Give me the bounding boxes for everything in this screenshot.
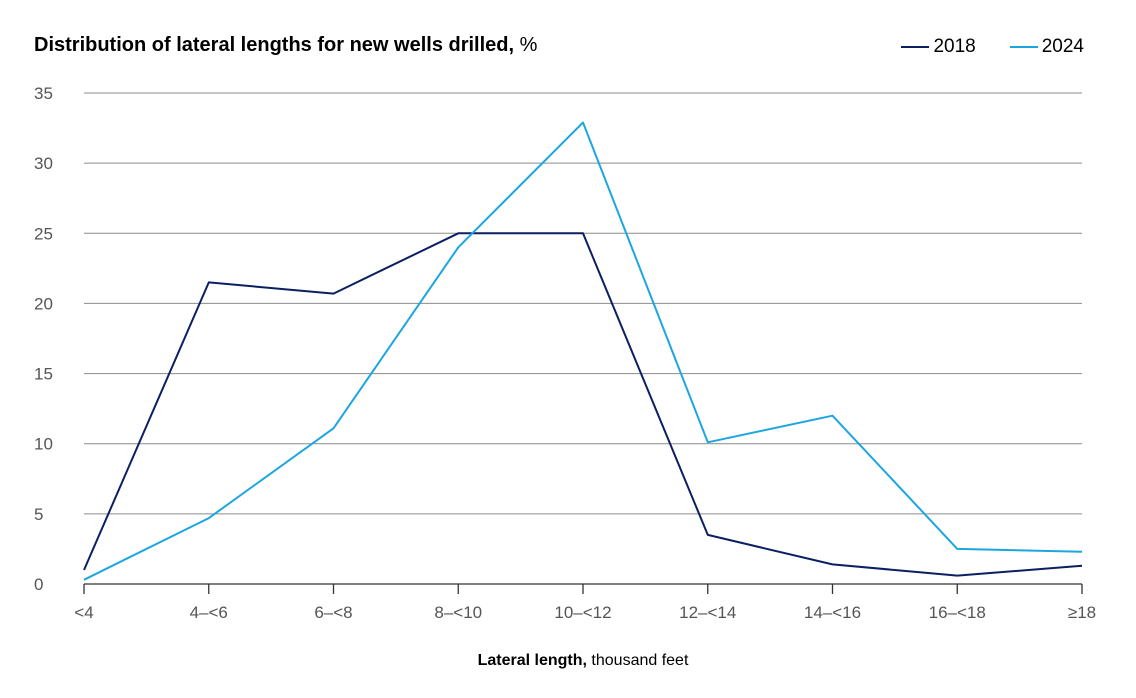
chart-title: Distribution of lateral lengths for new …	[34, 34, 537, 57]
y-tick-label-35: 35	[34, 84, 53, 103]
chart-title-unit: %	[519, 34, 538, 56]
x-axis-title-unit: thousand feet	[591, 652, 689, 669]
x-tick-label-5: 12–<14	[679, 603, 736, 622]
x-tick-label-8: ≥18	[1068, 603, 1096, 622]
legend-label-2024: 2024	[1041, 36, 1084, 57]
y-tick-label-25: 25	[34, 224, 53, 243]
x-axis	[83, 583, 1083, 594]
x-tick-label-3: 8–<10	[434, 603, 482, 622]
legend-label-2018: 2018	[933, 36, 976, 57]
x-axis-title-text: Lateral length,	[477, 652, 587, 669]
y-tick-label-30: 30	[34, 154, 53, 173]
series-lines	[83, 121, 1083, 581]
chart-title-text: Distribution of lateral lengths for new …	[34, 34, 515, 56]
legend-swatch-2024	[1009, 45, 1038, 49]
legend: 2018 2024	[901, 36, 1084, 58]
y-tick-label-5: 5	[34, 505, 43, 524]
x-tick-label-7: 16–<18	[929, 603, 986, 622]
series-line-2024	[83, 121, 1083, 581]
legend-swatch-2018	[901, 45, 930, 49]
y-tick-label-0: 0	[34, 575, 43, 594]
grid-lines	[84, 92, 1082, 515]
x-tick-labels: <4 4–<6 6–<8 8–<10 10–<12 12–<14 14–<16 16–<18 ≥…	[74, 603, 1096, 622]
legend-item-2018: 2018	[901, 36, 976, 58]
x-tick-label-0: <4	[74, 603, 93, 622]
x-tick-label-2: 6–<8	[314, 603, 352, 622]
y-tick-label-15: 15	[34, 365, 53, 384]
series-line-2018	[83, 232, 1083, 577]
y-tick-labels: 0 5 10 15 20 25 30 35	[34, 84, 53, 594]
legend-item-2024: 2024	[1009, 36, 1084, 58]
x-tick-label-6: 14–<16	[804, 603, 861, 622]
y-tick-label-20: 20	[34, 294, 53, 313]
x-tick-label-4: 10–<12	[554, 603, 611, 622]
y-tick-label-10: 10	[34, 435, 53, 454]
x-axis-title: Lateral length, thousand feet	[0, 652, 1136, 670]
x-tick-label-1: 4–<6	[190, 603, 228, 622]
